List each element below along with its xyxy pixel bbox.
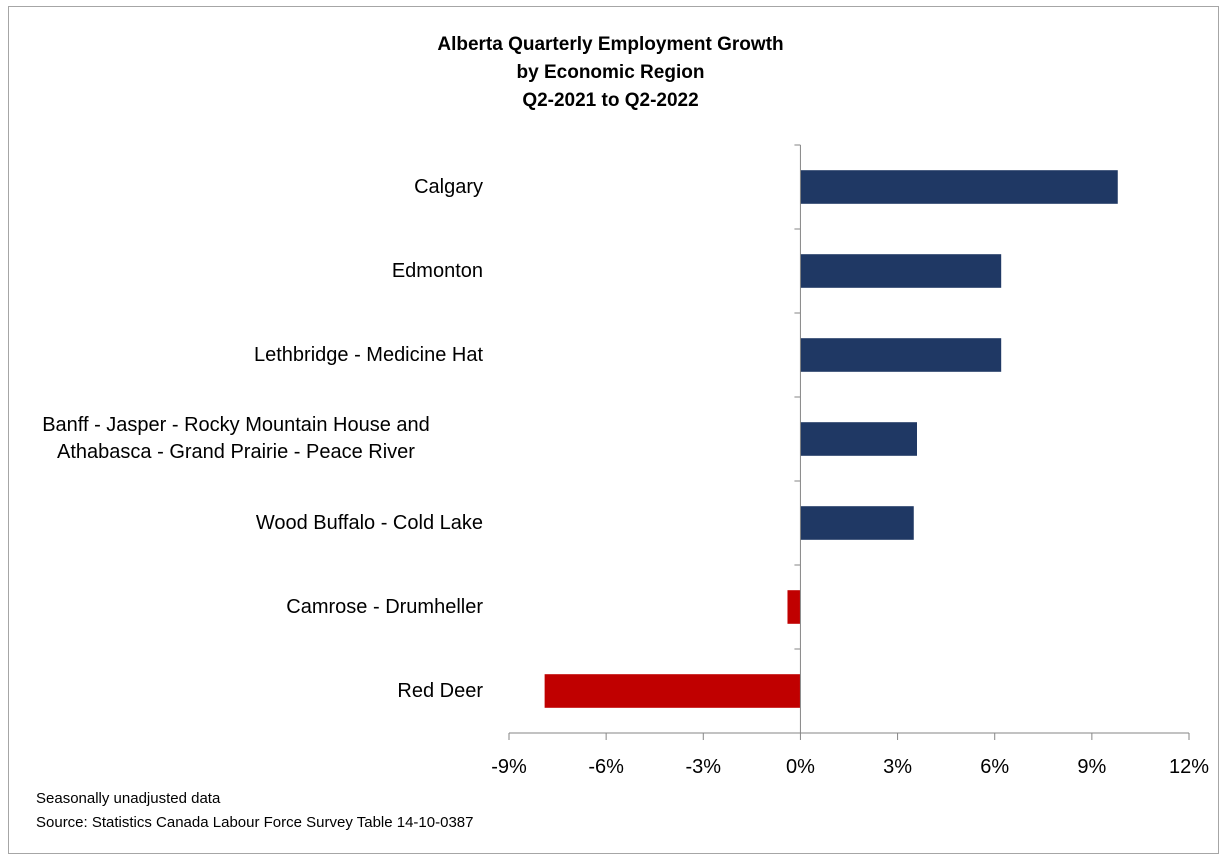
category-label-3-line-0: Banff - Jasper - Rocky Mountain House an… bbox=[42, 414, 430, 436]
category-label-1: Edmonton bbox=[3, 258, 483, 285]
category-label-2: Lethbridge - Medicine Hat bbox=[3, 342, 483, 369]
category-label-2-line-0: Lethbridge - Medicine Hat bbox=[253, 343, 483, 366]
x-tick-label-4: 3% bbox=[883, 756, 912, 778]
category-label-4-line-0: Wood Buffalo - Cold Lake bbox=[255, 511, 483, 534]
category-label-3: Banff - Jasper - Rocky Mountain House an… bbox=[0, 412, 476, 466]
bar-0 bbox=[800, 170, 1118, 204]
chart-title-line-1: Alberta Quarterly Employment Growth bbox=[437, 34, 784, 55]
category-label-0: Calgary bbox=[3, 174, 483, 201]
x-tick-label-3: 0% bbox=[786, 756, 815, 778]
chart-title-line-2: by Economic Region bbox=[516, 62, 705, 83]
bar-2 bbox=[800, 338, 1002, 372]
bar-3 bbox=[800, 422, 917, 456]
category-label-5-line-0: Camrose - Drumheller bbox=[286, 595, 483, 618]
category-label-6-line-0: Red Deer bbox=[397, 679, 483, 702]
bar-4 bbox=[800, 506, 914, 540]
x-tick-label-2: -3% bbox=[685, 756, 721, 778]
category-label-0-line-0: Calgary bbox=[414, 175, 483, 198]
x-tick-label-7: 12% bbox=[1169, 756, 1209, 778]
bar-6 bbox=[544, 674, 801, 708]
chart-frame bbox=[8, 6, 1219, 854]
x-tick-label-6: 9% bbox=[1077, 756, 1106, 778]
note-seasonal: Seasonally unadjusted data bbox=[36, 790, 221, 807]
x-tick-label-1: -6% bbox=[588, 756, 624, 778]
x-tick-label-0: -9% bbox=[491, 756, 527, 778]
category-label-6: Red Deer bbox=[3, 678, 483, 705]
bar-5 bbox=[787, 590, 801, 624]
chart-title-line-3: Q2-2021 to Q2-2022 bbox=[522, 90, 699, 111]
category-label-3-line-1: Athabasca - Grand Prairie - Peace River bbox=[57, 441, 415, 463]
category-label-1-line-0: Edmonton bbox=[391, 259, 483, 282]
bar-1 bbox=[800, 254, 1002, 288]
x-tick-label-5: 6% bbox=[980, 756, 1009, 778]
note-source: Source: Statistics Canada Labour Force S… bbox=[36, 814, 474, 831]
category-label-5: Camrose - Drumheller bbox=[3, 594, 483, 621]
category-label-4: Wood Buffalo - Cold Lake bbox=[3, 510, 483, 537]
